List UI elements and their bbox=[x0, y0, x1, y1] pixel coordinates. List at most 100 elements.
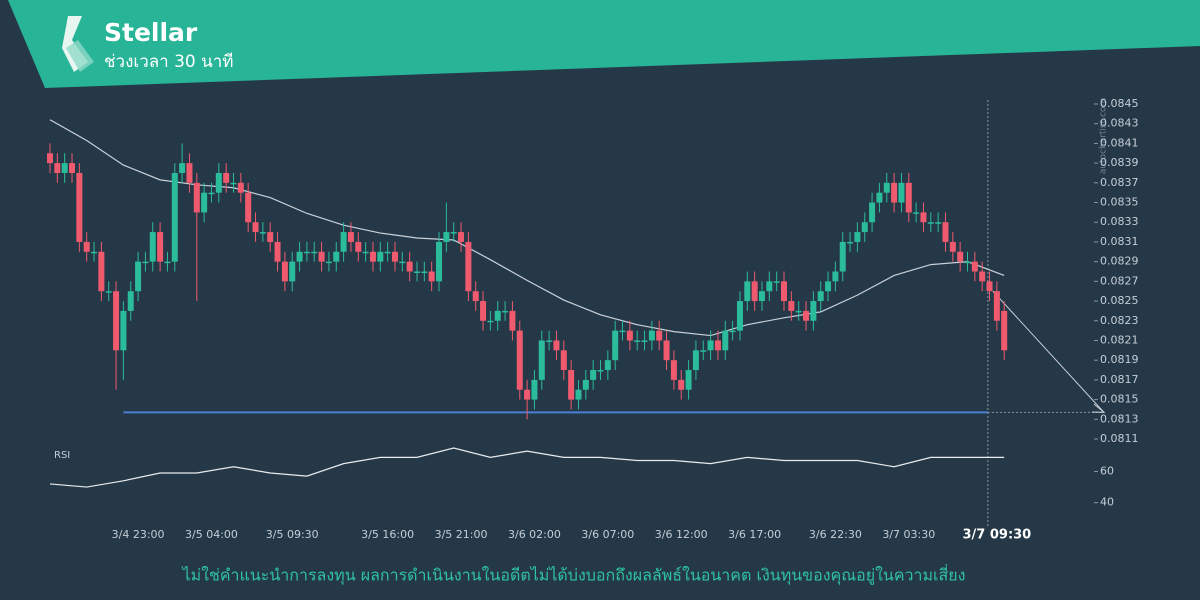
y-tick-label: 0.0817 bbox=[1100, 373, 1139, 386]
candle-body bbox=[524, 389, 531, 400]
rsi-tick-label: 60 bbox=[1100, 464, 1114, 477]
candle-body bbox=[47, 153, 53, 164]
candle-body bbox=[414, 271, 420, 273]
candle-body bbox=[436, 241, 443, 282]
candle-body bbox=[333, 251, 340, 262]
candle-body bbox=[656, 330, 663, 341]
candle-body bbox=[604, 360, 611, 371]
candle-body bbox=[443, 232, 450, 242]
y-tick-label: 0.0833 bbox=[1100, 215, 1139, 228]
candle-body bbox=[670, 360, 677, 380]
candle-body bbox=[223, 172, 230, 183]
x-tick-label: 3/7 03:30 bbox=[882, 528, 935, 541]
y-tick-label: 0.0837 bbox=[1100, 176, 1139, 189]
candle-body bbox=[692, 350, 699, 371]
candle-body bbox=[722, 330, 729, 351]
y-tick-label: 0.0843 bbox=[1100, 117, 1139, 130]
candle-body bbox=[480, 301, 487, 321]
candle-body bbox=[267, 232, 274, 242]
candle-body bbox=[516, 330, 523, 390]
candle-body bbox=[230, 182, 237, 185]
candle-body bbox=[120, 310, 127, 351]
logo-shade bbox=[66, 40, 94, 72]
candle-body bbox=[311, 251, 318, 254]
y-tick-label: 0.0841 bbox=[1100, 136, 1139, 149]
candle-body bbox=[758, 291, 765, 302]
candle-body bbox=[69, 163, 76, 173]
candle-body bbox=[391, 251, 398, 262]
candle-body bbox=[458, 232, 465, 242]
y-tick-label: 0.0815 bbox=[1100, 393, 1139, 406]
candle-body bbox=[325, 261, 332, 264]
y-tick-label: 0.0825 bbox=[1100, 294, 1139, 307]
candle-body bbox=[149, 232, 156, 262]
candle-body bbox=[847, 241, 854, 244]
candle-body bbox=[384, 251, 391, 254]
candle-body bbox=[406, 261, 413, 272]
candle-body bbox=[803, 310, 810, 321]
candle-body bbox=[832, 271, 839, 282]
candle-body bbox=[957, 251, 964, 262]
candle-body bbox=[494, 310, 501, 321]
x-tick-label: 3/6 17:00 bbox=[728, 528, 781, 541]
rsi-label: RSI bbox=[54, 450, 70, 461]
candle-body bbox=[83, 241, 90, 252]
candle-body bbox=[553, 340, 560, 351]
moving-average bbox=[49, 119, 1005, 337]
candle-body bbox=[296, 251, 303, 262]
candle-body bbox=[105, 291, 112, 293]
candle-body bbox=[905, 182, 912, 213]
candle-body bbox=[626, 330, 633, 341]
candle-body bbox=[560, 350, 567, 371]
candle-body bbox=[590, 370, 597, 380]
candle-body bbox=[986, 281, 993, 292]
y-tick-label: 0.0829 bbox=[1100, 255, 1139, 268]
candle-body bbox=[318, 251, 325, 262]
candle-body bbox=[634, 340, 641, 342]
x-tick-label: 3/7 09:30 bbox=[962, 528, 1031, 543]
candle-body bbox=[502, 310, 509, 313]
y-tick-label: 0.0827 bbox=[1100, 274, 1139, 287]
y-tick-label: 0.0831 bbox=[1100, 235, 1139, 248]
candle-body bbox=[531, 379, 538, 400]
candle-body bbox=[648, 330, 655, 341]
candle-body bbox=[979, 271, 986, 282]
candle-body bbox=[245, 192, 252, 223]
y-tick-label: 0.0839 bbox=[1100, 156, 1139, 169]
rsi-tick-label: 40 bbox=[1100, 496, 1114, 509]
candle-body bbox=[91, 251, 98, 254]
y-tick-label: 0.0845 bbox=[1100, 97, 1139, 110]
candle-body bbox=[839, 241, 846, 272]
candle-body bbox=[810, 301, 817, 321]
candle-body bbox=[707, 340, 714, 351]
candle-body bbox=[347, 232, 354, 242]
candle-body bbox=[949, 241, 956, 252]
candle-body bbox=[876, 192, 883, 203]
x-tick-label: 3/6 07:00 bbox=[581, 528, 634, 541]
candle-body bbox=[369, 251, 376, 262]
disclaimer: ไม่ใช่คำแนะนำการลงทุน ผลการดำเนินงานในอด… bbox=[181, 564, 966, 586]
y-tick-label: 0.0835 bbox=[1100, 196, 1139, 209]
header-title: Stellar bbox=[104, 18, 198, 47]
candle-body bbox=[781, 281, 787, 302]
candle-body bbox=[898, 182, 905, 203]
candle-body bbox=[935, 222, 942, 224]
x-tick-label: 3/6 12:00 bbox=[655, 528, 708, 541]
candle-body bbox=[825, 281, 832, 292]
candle-body bbox=[487, 320, 494, 323]
candle-body bbox=[421, 271, 428, 273]
candle-body bbox=[399, 261, 406, 264]
candle-body bbox=[54, 163, 61, 173]
candle-body bbox=[773, 281, 780, 283]
rsi-line bbox=[49, 447, 1005, 488]
candle-body bbox=[164, 261, 171, 264]
candle-body bbox=[678, 379, 685, 390]
candle-body bbox=[927, 222, 934, 224]
candle-body bbox=[714, 340, 721, 351]
candle-body bbox=[201, 192, 208, 213]
watermark: autochartist.com bbox=[1099, 98, 1109, 174]
candle-body bbox=[744, 281, 751, 302]
candle-body bbox=[546, 340, 553, 342]
